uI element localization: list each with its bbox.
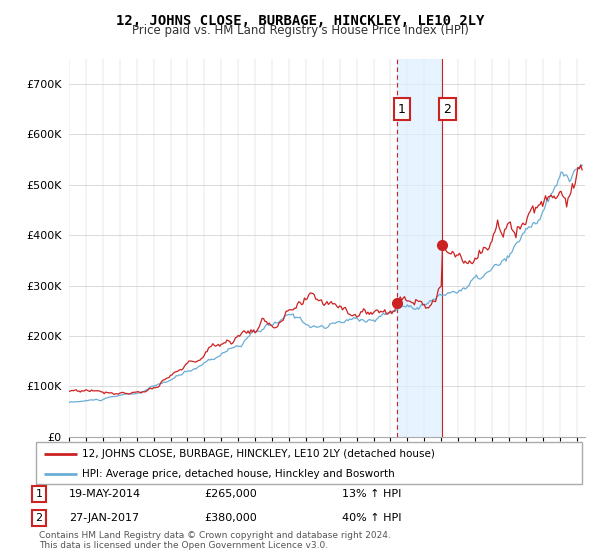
Text: Price paid vs. HM Land Registry's House Price Index (HPI): Price paid vs. HM Land Registry's House …: [131, 24, 469, 37]
Text: 12, JOHNS CLOSE, BURBAGE, HINCKLEY, LE10 2LY (detached house): 12, JOHNS CLOSE, BURBAGE, HINCKLEY, LE10…: [82, 449, 435, 459]
Text: 40% ↑ HPI: 40% ↑ HPI: [342, 513, 401, 523]
FancyBboxPatch shape: [36, 442, 582, 484]
Text: 13% ↑ HPI: 13% ↑ HPI: [342, 489, 401, 499]
Text: 27-JAN-2017: 27-JAN-2017: [69, 513, 139, 523]
Text: 12, JOHNS CLOSE, BURBAGE, HINCKLEY, LE10 2LY: 12, JOHNS CLOSE, BURBAGE, HINCKLEY, LE10…: [116, 14, 484, 28]
Bar: [397, 59, 442, 437]
Text: HPI: Average price, detached house, Hinckley and Bosworth: HPI: Average price, detached house, Hinc…: [82, 469, 395, 479]
Text: £265,000: £265,000: [204, 489, 257, 499]
Text: 2: 2: [35, 513, 43, 523]
Text: Contains HM Land Registry data © Crown copyright and database right 2024.
This d: Contains HM Land Registry data © Crown c…: [39, 530, 391, 550]
Text: 1: 1: [398, 102, 406, 116]
Text: 2: 2: [443, 102, 451, 116]
Text: 19-MAY-2014: 19-MAY-2014: [69, 489, 141, 499]
Text: £380,000: £380,000: [204, 513, 257, 523]
Text: 1: 1: [35, 489, 43, 499]
